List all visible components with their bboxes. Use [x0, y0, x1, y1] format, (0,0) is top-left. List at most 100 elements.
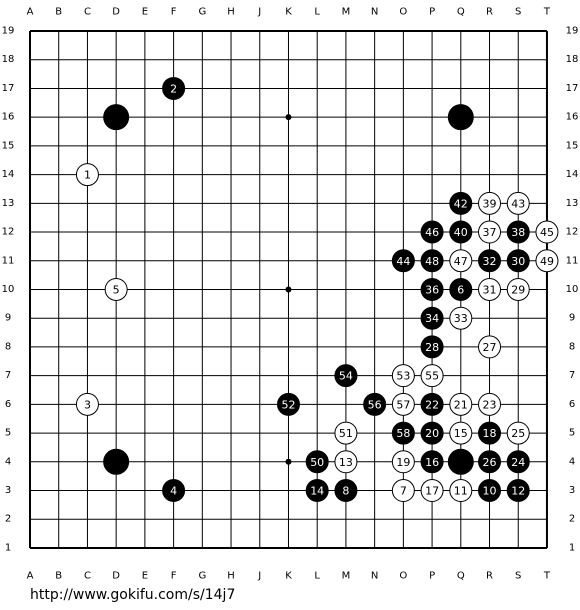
black-stone — [420, 277, 444, 301]
column-label: D — [112, 571, 120, 582]
column-label: F — [171, 571, 177, 582]
white-stone — [449, 249, 473, 273]
column-label: Q — [457, 571, 465, 582]
black-stone — [305, 450, 329, 474]
move-number: 21 — [454, 398, 468, 411]
move-number: 24 — [511, 456, 525, 469]
row-label: 3 — [5, 485, 11, 496]
move-number: 19 — [396, 456, 410, 469]
row-label: 13 — [566, 198, 579, 209]
row-label: 7 — [569, 370, 575, 381]
move-number: 28 — [425, 341, 439, 354]
column-label: N — [371, 7, 378, 18]
column-label: M — [342, 7, 351, 18]
black-stone — [391, 421, 415, 445]
move-number: 4 — [170, 485, 177, 498]
move-number: 36 — [425, 283, 439, 296]
row-label: 11 — [2, 255, 15, 266]
row-label: 3 — [569, 485, 575, 496]
row-label: 9 — [569, 313, 575, 324]
move-number: 1 — [84, 169, 91, 182]
row-label: 12 — [566, 227, 579, 238]
black-stone — [449, 220, 473, 244]
black-stone — [506, 249, 530, 273]
move-number: 11 — [454, 485, 468, 498]
column-label: H — [227, 7, 235, 18]
column-label: J — [257, 7, 261, 18]
move-number: 50 — [310, 456, 324, 469]
column-label: L — [314, 7, 320, 18]
move-number: 45 — [540, 226, 554, 239]
column-label: J — [257, 571, 261, 582]
row-label: 6 — [569, 399, 575, 410]
column-label: O — [399, 7, 407, 18]
column-label: C — [84, 7, 91, 18]
row-label: 18 — [2, 54, 15, 65]
move-number: 47 — [454, 255, 468, 268]
move-number: 33 — [454, 312, 468, 325]
column-label: K — [285, 571, 292, 582]
move-number: 55 — [425, 370, 439, 383]
row-label: 8 — [5, 341, 11, 352]
move-number: 49 — [540, 255, 554, 268]
row-label: 19 — [2, 26, 15, 37]
row-label: 10 — [2, 284, 15, 295]
white-stone — [535, 249, 559, 273]
move-number: 14 — [310, 485, 324, 498]
black-stone — [506, 479, 530, 503]
black-stone — [162, 479, 186, 503]
white-stone — [420, 364, 444, 388]
column-label: M — [342, 571, 351, 582]
column-label: N — [371, 571, 378, 582]
star-point — [285, 286, 292, 293]
move-number: 57 — [396, 398, 410, 411]
white-stone — [478, 220, 502, 244]
move-number: 13 — [339, 456, 353, 469]
column-label: T — [543, 571, 551, 582]
row-label: 15 — [2, 140, 15, 151]
black-stone — [420, 335, 444, 359]
white-stone — [391, 479, 415, 503]
move-number: 30 — [511, 255, 525, 268]
black-stone — [334, 364, 358, 388]
move-number: 39 — [483, 197, 497, 210]
move-number: 48 — [425, 255, 439, 268]
white-stone — [506, 421, 530, 445]
column-label: E — [142, 571, 148, 582]
column-label: K — [285, 7, 292, 18]
black-stone — [420, 249, 444, 273]
white-stone — [478, 392, 502, 416]
move-number: 58 — [396, 427, 410, 440]
white-stone — [391, 450, 415, 474]
move-number: 54 — [339, 370, 353, 383]
white-stone — [104, 277, 128, 301]
row-label: 10 — [566, 284, 579, 295]
column-label: Q — [457, 7, 465, 18]
footer-url: http://www.gokifu.com/s/14j7 — [30, 587, 235, 603]
column-label: T — [543, 7, 551, 18]
white-stone — [449, 421, 473, 445]
column-label: R — [486, 571, 493, 582]
move-number: 42 — [454, 197, 468, 210]
move-number: 43 — [511, 197, 525, 210]
column-label: B — [55, 7, 62, 18]
row-label: 4 — [5, 456, 11, 467]
black-stone — [506, 450, 530, 474]
column-label: S — [515, 571, 521, 582]
white-stone — [391, 392, 415, 416]
row-label: 17 — [2, 83, 15, 94]
move-number: 3 — [84, 398, 91, 411]
white-stone — [478, 335, 502, 359]
row-label: 18 — [566, 54, 579, 65]
row-label: 5 — [569, 428, 575, 439]
move-number: 16 — [425, 456, 439, 469]
white-stone — [449, 306, 473, 330]
move-number: 6 — [457, 283, 464, 296]
move-number: 18 — [483, 427, 497, 440]
row-label: 7 — [5, 370, 11, 381]
column-label: P — [429, 571, 435, 582]
move-number: 52 — [281, 398, 295, 411]
black-stone — [103, 448, 130, 475]
